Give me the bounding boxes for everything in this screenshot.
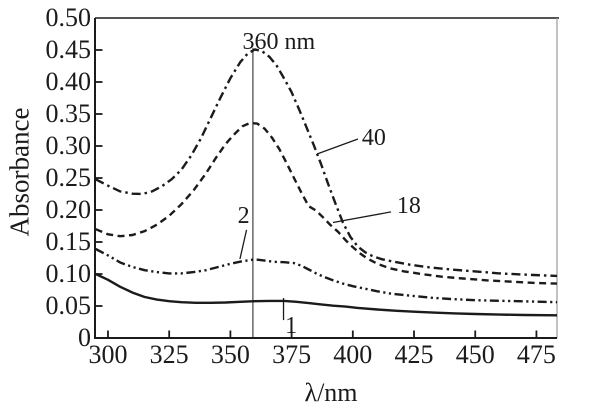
x-tick-label-475: 475	[516, 340, 556, 369]
curve-1	[95, 272, 558, 317]
curve-label-18: 18	[396, 192, 421, 219]
y-tick-label-0.10: 0.10	[45, 259, 92, 288]
curve-label-2: 2	[237, 203, 250, 230]
curve-label-18-leader	[332, 211, 392, 224]
y-tick-label-0.35: 0.35	[45, 99, 92, 128]
y-tick-label-0.45: 0.45	[45, 35, 92, 64]
x-tick-label-325: 325	[149, 340, 189, 369]
curve-2	[95, 247, 558, 304]
x-tick-label-375: 375	[272, 340, 312, 369]
y-tick-label-0.30: 0.30	[45, 131, 92, 160]
curve-label-2-leader	[239, 229, 248, 260]
peak-wavelength-label: 360 nm	[242, 28, 316, 55]
y-tick-label-0.20: 0.20	[45, 195, 92, 224]
x-tick-label-300: 300	[88, 340, 128, 369]
x-axis-title: λ/nm	[304, 378, 358, 407]
y-tick-label-0: 0	[78, 323, 91, 352]
curve-40	[95, 48, 558, 278]
curve-18	[95, 121, 558, 285]
x-tick-label-400: 400	[333, 340, 373, 369]
x-tick-label-450: 450	[455, 340, 495, 369]
y-tick-label-0.40: 0.40	[45, 67, 92, 96]
curve-label-40: 40	[361, 124, 386, 151]
x-tick-label-350: 350	[210, 340, 250, 369]
y-tick-label-0.25: 0.25	[45, 163, 92, 192]
curve-label-40-leader	[316, 138, 359, 155]
y-tick-label-0.15: 0.15	[45, 227, 92, 256]
y-tick-label-0.50: 0.50	[45, 3, 92, 32]
x-tick-label-425: 425	[394, 340, 434, 369]
y-tick-label-0.05: 0.05	[45, 291, 92, 320]
curve-label-1: 1	[285, 312, 298, 339]
